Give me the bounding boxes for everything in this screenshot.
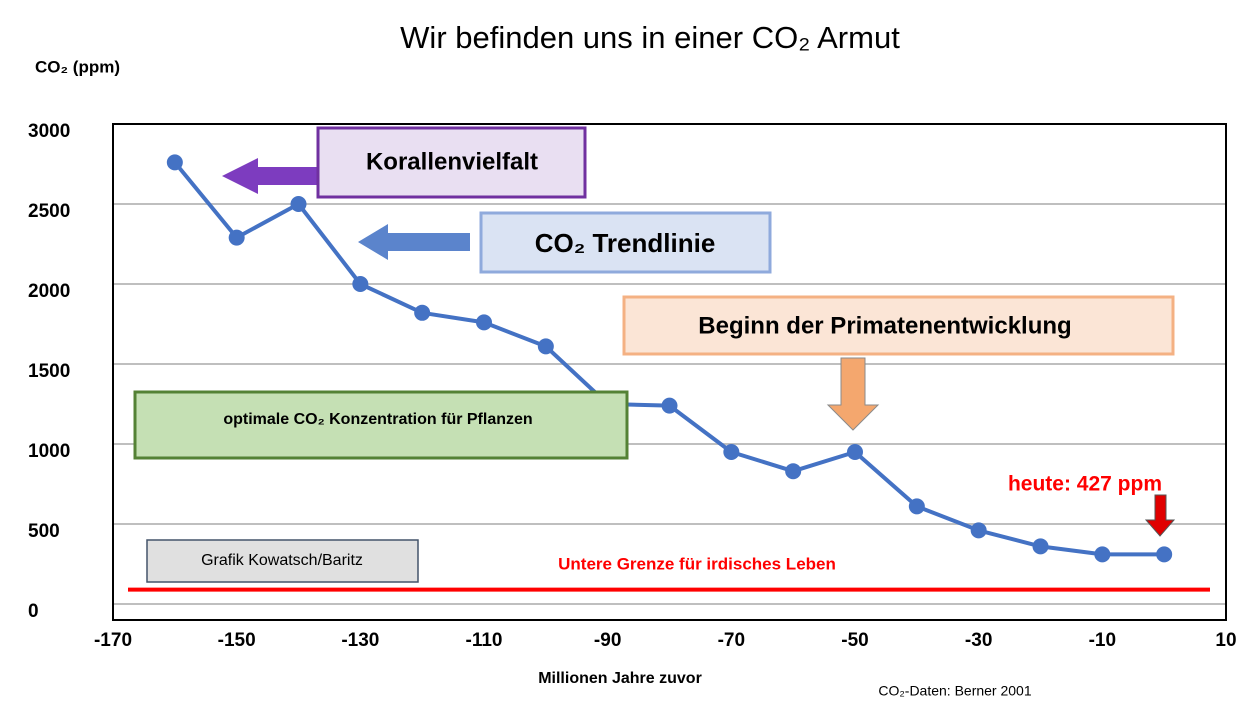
data-point <box>1032 538 1049 555</box>
arrow <box>1144 494 1176 537</box>
x-tick-label: -50 <box>841 630 868 651</box>
x-axis-label: Millionen Jahre zuvor <box>538 670 702 687</box>
x-tick-label: -150 <box>218 630 256 651</box>
data-point <box>228 229 245 246</box>
lower-limit-label: Untere Grenze für irdisches Leben <box>558 554 836 573</box>
data-point <box>1094 546 1111 563</box>
chart-title: Wir befinden uns in einer CO₂ Armut <box>400 20 900 55</box>
annotation: Beginn der Primatenentwicklung <box>698 312 1071 339</box>
data-point <box>661 397 678 414</box>
x-tick-label: -110 <box>466 630 503 651</box>
data-point <box>166 154 183 171</box>
data-point <box>352 276 369 292</box>
annotation-box <box>316 126 587 199</box>
y-tick-label: 1500 <box>28 361 70 382</box>
data-point <box>723 444 740 460</box>
data-point <box>414 304 431 321</box>
arrow <box>826 357 880 431</box>
data-point <box>476 314 492 331</box>
annotation-box <box>133 390 629 460</box>
y-tick-label: 500 <box>28 521 60 542</box>
data-point <box>908 498 925 515</box>
x-tick-label: -30 <box>965 630 992 651</box>
arrow <box>358 224 470 260</box>
arrow <box>222 158 318 194</box>
annotation-box <box>479 211 772 274</box>
x-tick-label: -10 <box>1089 630 1116 651</box>
annotations: Korallenvielfalt CO₂ Trendlinie Beginn d… <box>133 126 1176 583</box>
x-tick-label: -90 <box>594 630 621 651</box>
annotation-box <box>622 295 1175 356</box>
annotation: optimale CO₂ Konzentration für Pflanzen <box>223 411 532 428</box>
x-tick-label: -130 <box>341 630 379 651</box>
y-tick-label: 3000 <box>28 121 70 142</box>
annotation: heute: 427 ppm <box>1008 473 1162 496</box>
x-tick-label: -170 <box>94 630 132 651</box>
data-point <box>537 338 554 355</box>
y-tick-label: 1000 <box>28 441 70 462</box>
annotation: CO₂ Trendlinie <box>535 228 716 258</box>
plot-border <box>112 123 1227 621</box>
data-point <box>847 444 863 460</box>
annotation-box <box>146 539 419 583</box>
x-tick-label: -70 <box>718 630 745 651</box>
y-tick-label: 2000 <box>28 281 70 302</box>
y-tick-label: 0 <box>28 601 39 622</box>
source: CO₂-Daten: Berner 2001 <box>878 683 1032 699</box>
data-point <box>290 196 307 212</box>
data-point <box>970 522 987 539</box>
data-point <box>1156 546 1173 563</box>
annotation: Korallenvielfalt <box>366 148 538 175</box>
y-tick-label: 2500 <box>28 201 70 222</box>
y-axis-label: CO₂ (ppm) <box>35 57 120 76</box>
data-point <box>785 463 802 480</box>
x-tick-label: 10 <box>1215 630 1236 651</box>
plot-area: 0 500 1000 1500 2000 2500 3000 -170 -150 -130 -110… <box>28 121 1237 651</box>
annotation: Grafik Kowatsch/Baritz <box>201 552 363 569</box>
